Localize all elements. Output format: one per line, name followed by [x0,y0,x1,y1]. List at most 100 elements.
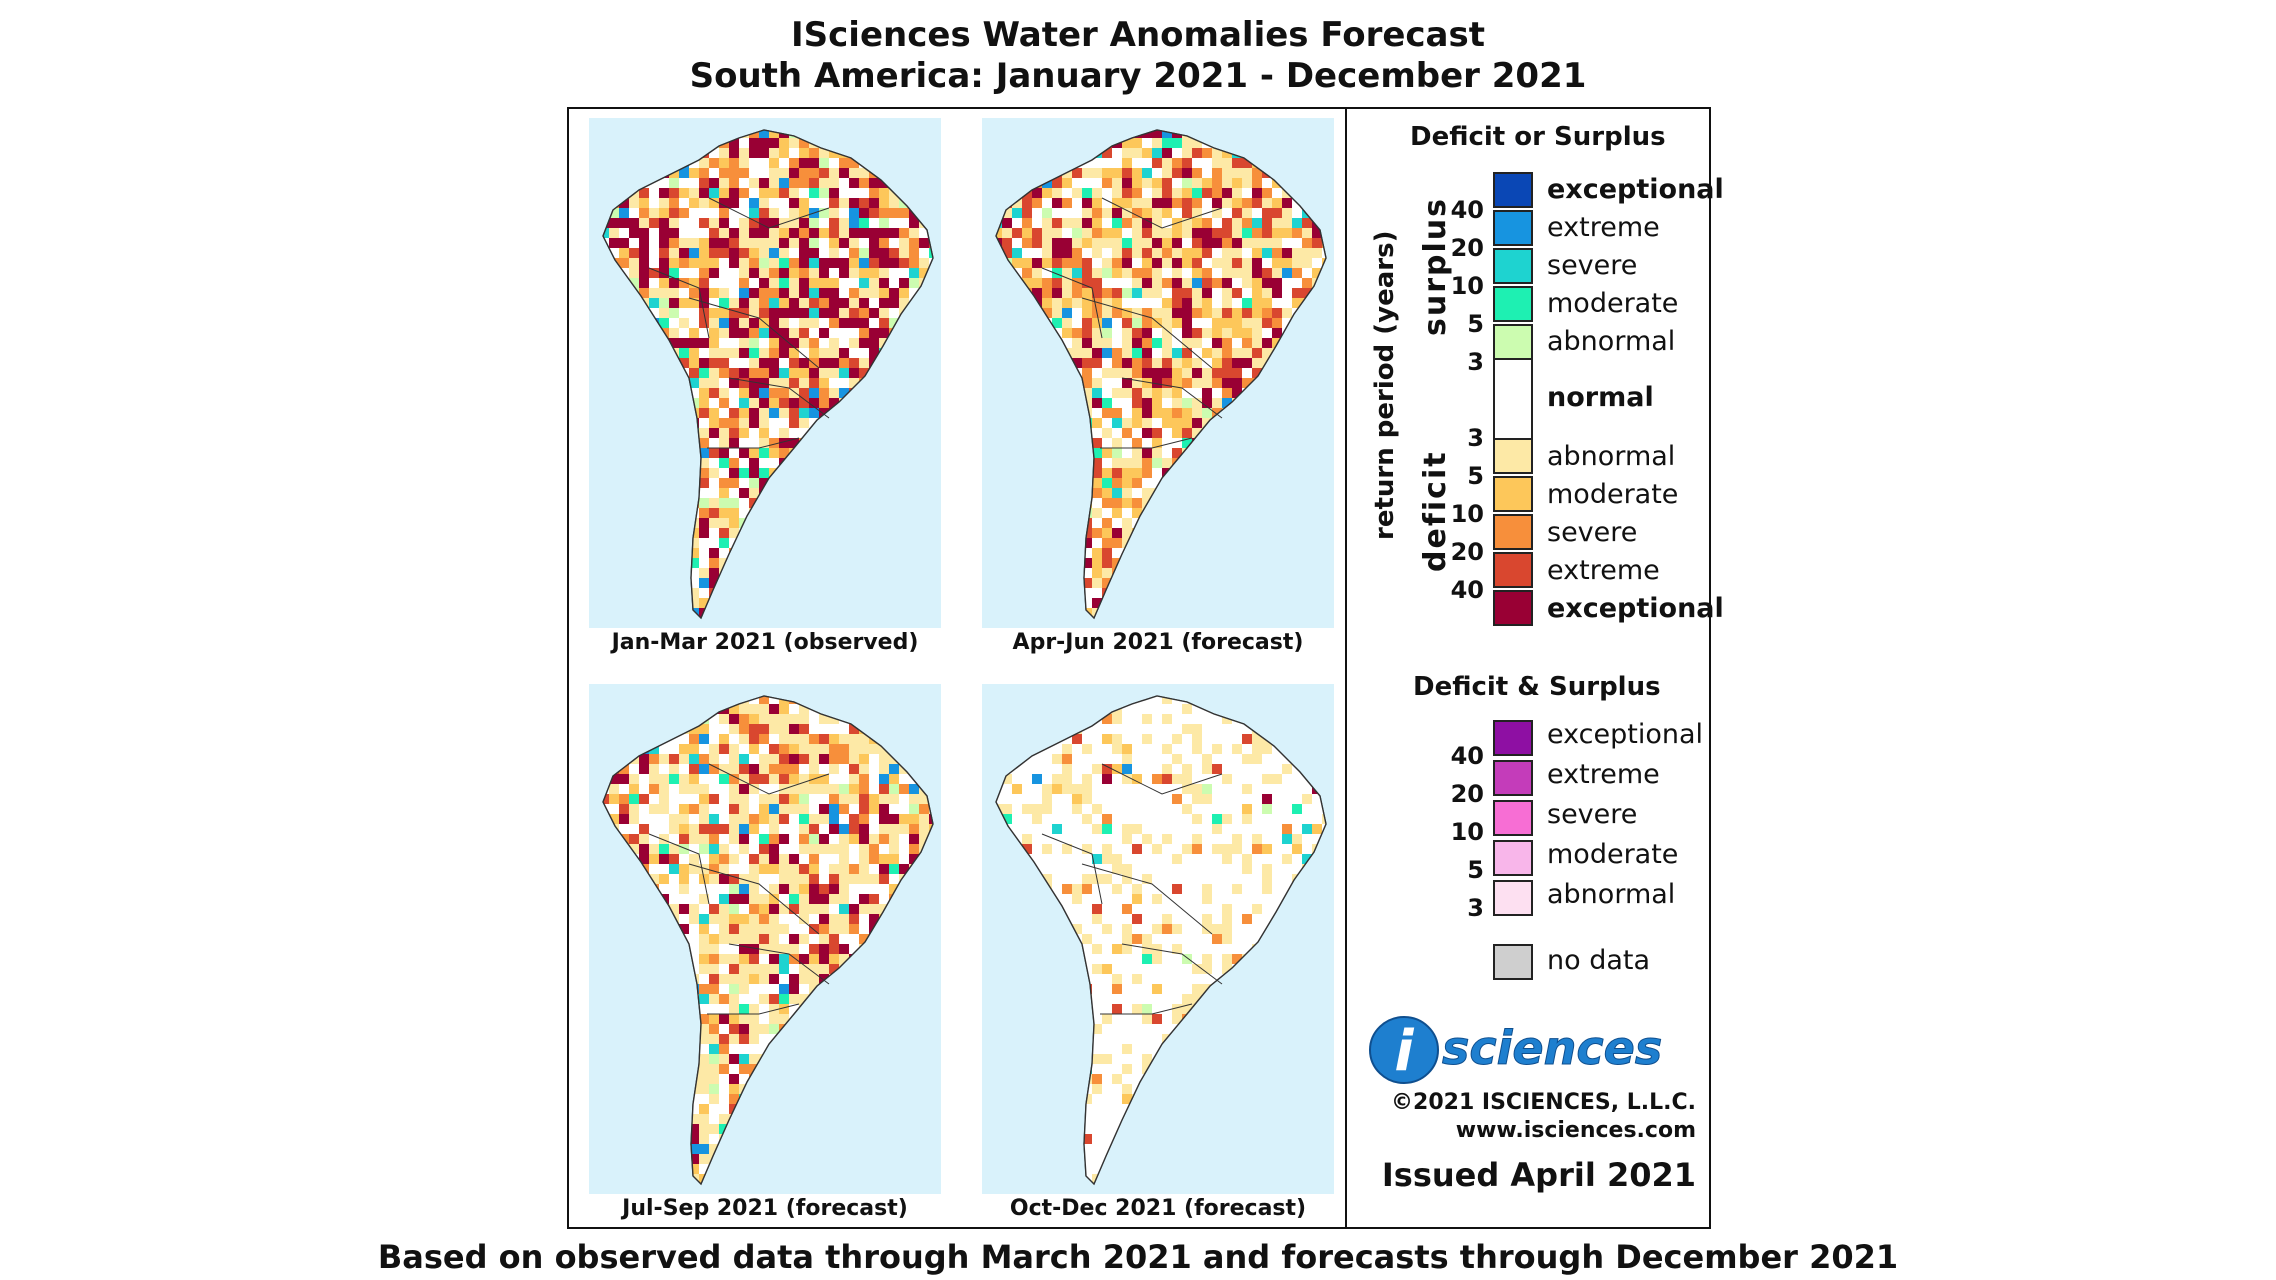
anomaly-cell [829,884,839,894]
anomaly-cell [849,864,859,874]
anomaly-cell [839,378,849,388]
anomaly-cell [859,488,869,498]
anomaly-cell [1252,168,1262,178]
anomaly-cell [609,130,619,138]
anomaly-cell [1112,288,1122,298]
anomaly-cell [739,498,749,508]
anomaly-cell [899,714,909,724]
anomaly-cell [659,318,669,328]
anomaly-cell [899,588,909,598]
anomaly-cell [1022,138,1032,148]
anomaly-cell [1122,448,1132,458]
anomaly-cell [889,1004,899,1014]
anomaly-cell [819,348,829,358]
anomaly-cell [759,318,769,328]
anomaly-cell [669,448,679,458]
anomaly-cell [1092,568,1102,578]
anomaly-cell [1082,188,1092,198]
anomaly-cell [609,834,619,844]
anomaly-cell [996,498,1002,508]
anomaly-cell [869,188,879,198]
anomaly-cell [1182,568,1192,578]
anomaly-cell [779,468,789,478]
anomaly-cell [749,696,759,704]
anomaly-cell [1042,138,1052,148]
anomaly-cell [1142,528,1152,538]
anomaly-cell [909,498,919,508]
anomaly-cell [819,724,829,734]
anomaly-cell [739,974,749,984]
anomaly-cell [619,854,629,864]
anomaly-cell [629,1014,639,1024]
anomaly-cell [769,1024,779,1034]
anomaly-cell [649,984,659,994]
anomaly-cell [899,954,909,964]
anomaly-cell [719,934,729,944]
anomaly-cell [759,438,769,448]
anomaly-cell [1282,488,1292,498]
anomaly-cell [1132,348,1142,358]
anomaly-cell [789,538,799,548]
anomaly-cell [982,258,992,268]
anomaly-cell [1162,218,1172,228]
anomaly-cell [1192,208,1202,218]
anomaly-cell [769,964,779,974]
anomaly-cell [919,1034,929,1044]
anomaly-cell [679,248,689,258]
anomaly-cell [869,130,879,138]
anomaly-cell [859,1034,869,1044]
anomaly-cell [789,548,799,558]
anomaly-cell [1202,488,1212,498]
anomaly-cell [749,228,759,238]
anomaly-cell [939,468,941,478]
anomaly-cell [729,784,739,794]
anomaly-cell [639,874,649,884]
anomaly-cell [639,734,649,744]
anomaly-cell [1062,138,1072,148]
anomaly-cell [1262,488,1272,498]
anomaly-cell [603,528,609,538]
anomaly-cell [869,338,879,348]
anomaly-cell [1322,198,1326,208]
anomaly-cell [939,528,941,538]
anomaly-cell [829,598,839,608]
anomaly-cell [779,298,789,308]
anomaly-cell [1072,538,1082,548]
anomaly-cell [809,784,819,794]
anomaly-cell [869,784,879,794]
anomaly-cell [699,578,709,588]
anomaly-cell [809,914,819,924]
anomaly-cell [1132,568,1142,578]
map-jan-mar [589,118,941,628]
anomaly-cell [809,578,819,588]
anomaly-cell [1062,328,1072,338]
anomaly-cell [1002,388,1012,398]
anomaly-cell [1282,368,1292,378]
anomaly-cell [1152,418,1162,428]
anomaly-cell [1012,118,1022,128]
anomaly-cell [739,408,749,418]
anomaly-cell [1322,130,1326,138]
anomaly-cell [629,198,639,208]
anomaly-cell [869,1004,879,1014]
anomaly-cell [1302,388,1312,398]
anomaly-cell [1002,168,1012,178]
anomaly-cell [819,934,829,944]
anomaly-cell [1182,548,1192,558]
anomaly-cell [1142,548,1152,558]
anomaly-cell [759,894,769,904]
anomaly-cell [589,598,599,608]
anomaly-cell [709,954,719,964]
anomaly-cell [789,398,799,408]
anomaly-cell [1292,608,1302,618]
anomaly-cell [609,358,619,368]
anomaly-cell [1052,598,1062,608]
anomaly-cell [1132,138,1142,148]
anomaly-cell [789,318,799,328]
anomaly-cell [749,368,759,378]
anomaly-cell [1272,568,1282,578]
anomaly-cell [1002,618,1012,628]
anomaly-cell [1302,448,1312,458]
anomaly-cell [1102,508,1112,518]
anomaly-cell [1252,508,1262,518]
